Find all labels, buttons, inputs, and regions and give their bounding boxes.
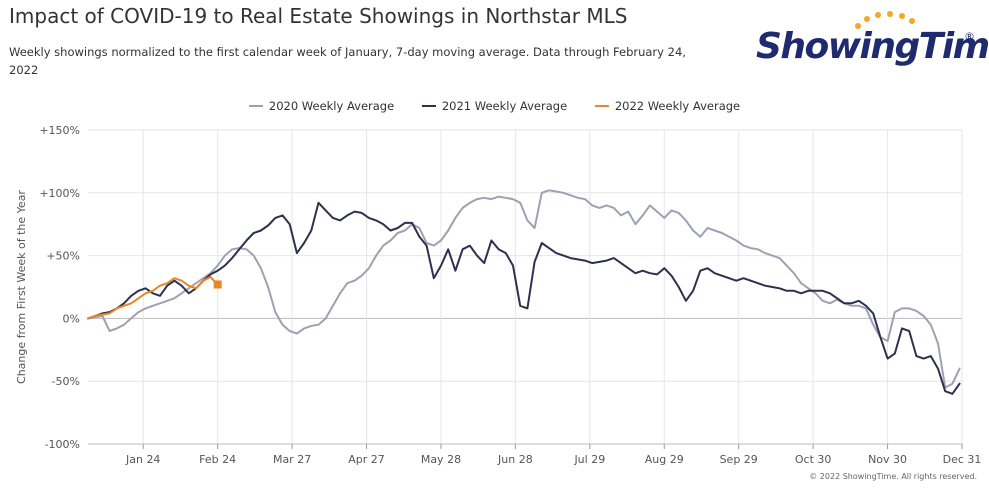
series-line-2021 — [87, 201, 961, 395]
y-tick-label: -50% — [52, 375, 80, 388]
legend-label-2022: 2022 Weekly Average — [614, 99, 741, 113]
legend-label-2020: 2020 Weekly Average — [268, 99, 395, 113]
legend-label-2021: 2021 Weekly Average — [441, 99, 568, 113]
x-tick-label: Jan 24 — [125, 453, 160, 466]
legend-item-2020[interactable]: 2020 Weekly Average — [248, 99, 395, 113]
x-tick-label: Nov 30 — [868, 453, 907, 466]
y-tick-label: 0% — [63, 312, 80, 325]
chart-legend: 2020 Weekly Average 2021 Weekly Average … — [0, 96, 989, 113]
y-axis-label: Change from First Week of the Year — [15, 190, 28, 384]
chart-subtitle: Weekly showings normalized to the first … — [9, 45, 686, 77]
x-tick-label: Mar 27 — [273, 453, 311, 466]
series-line-2022 — [87, 276, 219, 320]
x-tick-label: Jul 29 — [573, 453, 605, 466]
x-tick-label: Oct 30 — [795, 453, 832, 466]
legend-item-2021[interactable]: 2021 Weekly Average — [421, 99, 568, 113]
x-tick-label: Feb 24 — [199, 453, 236, 466]
logo-dots-icon — [855, 11, 915, 29]
x-tick-label: Dec 31 — [943, 453, 982, 466]
x-tick-label: Aug 29 — [645, 453, 684, 466]
series-2022-end-marker — [213, 280, 222, 289]
x-tick-label: Jun 28 — [497, 453, 533, 466]
legend-swatch-2021 — [421, 105, 436, 107]
x-tick-label: May 28 — [421, 453, 461, 466]
logo-registered-mark: ® — [964, 30, 975, 43]
y-tick-label: +100% — [39, 187, 80, 200]
y-tick-label: +150% — [39, 124, 80, 137]
copyright-credit: © 2022 ShowingTime. All rights reserved. — [809, 472, 977, 481]
x-tick-label: Apr 27 — [348, 453, 385, 466]
showingtime-logo: ShowingTime ® — [752, 10, 989, 78]
chart-title: Impact of COVID-19 to Real Estate Showin… — [9, 4, 628, 28]
x-tick-label: Sep 29 — [720, 453, 758, 466]
y-tick-label: +50% — [46, 250, 80, 263]
series-line-2020 — [87, 189, 961, 389]
logo-text: ShowingTime — [756, 26, 989, 67]
legend-swatch-2020 — [248, 105, 263, 107]
legend-swatch-2022 — [594, 105, 609, 107]
legend-item-2022[interactable]: 2022 Weekly Average — [594, 99, 741, 113]
y-tick-label: -100% — [45, 438, 80, 451]
